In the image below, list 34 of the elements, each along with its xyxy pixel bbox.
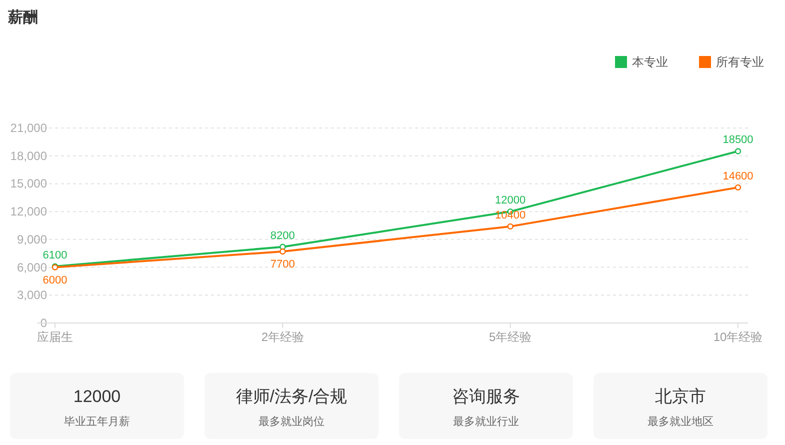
data-label: 7700 [270,258,295,270]
text: 律师/法务/合规 [236,387,348,406]
data-label: 14600 [722,170,754,182]
data-label: 6100 [42,249,68,262]
y-tick-label: 18,000 [10,148,48,163]
data-label: 18500 [722,134,754,146]
y-tick-label: 12,000 [10,204,48,219]
x-tick-label: 10年经验 [713,330,763,344]
y-tick-label: 21,000 [10,121,48,135]
chart-title: 薪酬 [7,9,38,26]
legend-label: 本专业 [632,55,668,69]
y-tick-label: 9,000 [16,232,48,246]
point [280,248,286,255]
text: 12000 [73,387,121,406]
point [734,184,742,191]
data-label: 10400 [495,209,526,222]
y-tick-label: 6,000 [16,260,48,274]
x-tick-label: 2年经验 [261,330,304,344]
data-label: 8200 [270,230,295,242]
legend-label: 所有专业 [716,55,764,69]
text: 最多就业行业 [453,415,519,428]
text: 毕业五年月薪 [64,415,130,428]
y-tick-label: 15,000 [10,176,48,191]
text: 最多就业地区 [648,415,714,428]
text: 北京市 [655,387,706,406]
y-tick-label: 3,000 [16,288,48,302]
point [734,148,742,154]
point [507,223,514,230]
x-tick-label: 5年经验 [488,330,532,344]
data-label: 6000 [42,274,68,286]
data-label: 12000 [495,194,526,207]
text: 最多就业岗位 [258,415,324,428]
x-tick-label: 应届生 [37,330,73,344]
text: 咨询服务 [452,387,520,406]
